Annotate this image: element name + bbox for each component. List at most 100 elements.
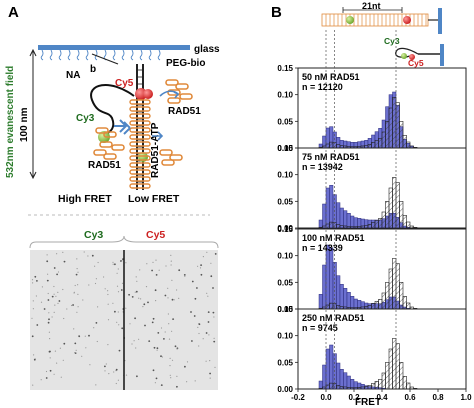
molecule-spot [152,261,154,263]
molecule-spot [155,377,158,380]
y-tick-label: 0.05 [277,278,293,287]
molecule-spot [53,267,56,269]
rad51-monomer [179,93,193,100]
molecule-spot [76,268,78,270]
reference-bar [385,282,390,310]
molecule-spot [104,365,106,368]
reference-bar [336,144,341,149]
molecule-spot [77,293,79,295]
molecule-spot [91,254,94,257]
molecule-spot [198,332,200,335]
molecule-spot [78,335,81,338]
sample-bar [325,244,330,310]
molecule-spot [198,323,201,326]
reference-bar [325,384,330,390]
molecule-spot [167,297,169,299]
rad51-filament-unit [129,127,151,133]
molecule-spot [186,361,189,363]
molecule-spot [145,286,148,288]
rad51-monomer [165,79,179,86]
reference-bar [378,299,383,310]
reference-bar [336,385,341,390]
molecule-spot [57,302,59,304]
molecule-spot [167,313,169,315]
panel-a-label: A [8,4,19,21]
reference-bar [357,387,362,390]
molecule-spot [184,275,186,277]
reference-bar [353,226,358,229]
sample-bar [339,369,344,390]
cy5-channel-label: Cy5 [146,229,165,241]
rad51-filament-unit [129,120,151,126]
molecule-spot [160,355,162,358]
molecule-spot [207,321,210,323]
molecule-spot [73,292,75,294]
molecule-spot [96,340,98,343]
molecule-spot [56,253,58,255]
sample-bar [332,262,337,310]
peg-chain [67,49,71,61]
rad51-monomer [93,149,107,156]
molecule-spot [169,374,171,376]
rad51-filament-unit [129,183,151,189]
molecule-spot [154,382,156,384]
y-tick-label: 0.05 [277,117,293,126]
molecule-spot [62,288,64,291]
glass-label: glass [194,44,220,55]
molecule-spot [118,324,120,326]
molecule-spot [47,273,49,275]
molecule-spot [31,317,33,319]
reference-bar [322,386,327,390]
reference-bar [346,226,351,229]
y-tick-label: 0.15 [277,305,293,314]
molecule-spot [77,271,79,273]
reference-bar [325,223,330,229]
molecule-spot [135,290,138,293]
count-label: n = 14339 [302,243,343,253]
cy3-channel-label: Cy3 [84,229,103,241]
sample-bar [322,203,327,229]
rad51-monomer [95,127,109,134]
reference-bar [329,221,334,229]
molecule-spot [147,301,149,304]
molecule-spot [129,323,131,325]
molecule-spot [104,288,106,290]
reference-bar [322,225,327,229]
reference-bar [406,221,411,229]
sample-bar [343,372,348,390]
molecule-spot [184,365,186,368]
field-arrow-icon [29,48,37,180]
molecule-spot [212,311,215,314]
molecule-spot [134,317,137,320]
molecule-spot [73,328,75,330]
molecule-spot [53,293,55,295]
molecule-spot [51,316,53,318]
molecule-spot [176,289,178,291]
reference-bar [378,218,383,229]
molecule-spot [116,285,119,287]
sample-bar [318,219,323,229]
sample-bar [318,294,323,310]
molecule-spot [57,271,60,273]
molecule-spot [54,304,56,306]
molecule-spot [168,338,171,340]
reference-bar [392,97,397,149]
molecule-spot [40,379,42,381]
molecule-spot [63,342,66,345]
sample-bar [329,247,334,310]
molecule-spot [95,384,97,386]
channel-bracket [29,235,219,249]
y-tick-label: 0.00 [277,385,293,394]
molecule-spot [168,323,170,325]
reference-bar [395,182,400,229]
sample-bar [329,185,334,229]
sample-bar [346,292,351,310]
molecule-spot [89,364,91,366]
molecule-spot [206,292,208,294]
biotin-link [91,53,119,65]
cy3-label: Cy3 [76,113,95,124]
molecule-spot [60,376,62,378]
peg-chain [112,49,116,61]
